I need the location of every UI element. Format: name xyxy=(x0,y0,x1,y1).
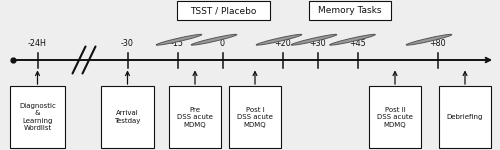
Ellipse shape xyxy=(191,34,237,45)
Text: -15: -15 xyxy=(171,39,184,48)
Text: Diagnostic
&
Learning
Wordlist: Diagnostic & Learning Wordlist xyxy=(19,103,56,131)
Text: +30: +30 xyxy=(309,39,326,48)
FancyBboxPatch shape xyxy=(10,86,65,148)
Ellipse shape xyxy=(156,34,202,45)
Text: Arrival
Testday: Arrival Testday xyxy=(114,110,140,124)
FancyBboxPatch shape xyxy=(101,86,154,148)
Ellipse shape xyxy=(406,34,452,45)
Text: +20: +20 xyxy=(274,39,291,48)
FancyBboxPatch shape xyxy=(178,1,270,20)
Ellipse shape xyxy=(330,34,376,45)
Text: +45: +45 xyxy=(349,39,366,48)
Text: -30: -30 xyxy=(121,39,134,48)
Text: Pre
DSS acute
MDMQ: Pre DSS acute MDMQ xyxy=(177,106,213,128)
FancyBboxPatch shape xyxy=(308,1,391,20)
Ellipse shape xyxy=(256,34,302,45)
Text: Post II
DSS acute
MDMQ: Post II DSS acute MDMQ xyxy=(377,106,413,128)
Text: -24H: -24H xyxy=(28,39,47,48)
FancyBboxPatch shape xyxy=(369,86,421,148)
Text: +80: +80 xyxy=(429,39,446,48)
FancyBboxPatch shape xyxy=(439,86,491,148)
Ellipse shape xyxy=(291,34,337,45)
Text: Debriefing: Debriefing xyxy=(447,114,483,120)
Text: TSST / Placebo: TSST / Placebo xyxy=(190,6,256,15)
Text: Post I
DSS acute
MDMQ: Post I DSS acute MDMQ xyxy=(237,106,273,128)
Text: 0: 0 xyxy=(220,39,225,48)
FancyBboxPatch shape xyxy=(169,86,221,148)
FancyBboxPatch shape xyxy=(229,86,281,148)
Text: Memory Tasks: Memory Tasks xyxy=(318,6,382,15)
